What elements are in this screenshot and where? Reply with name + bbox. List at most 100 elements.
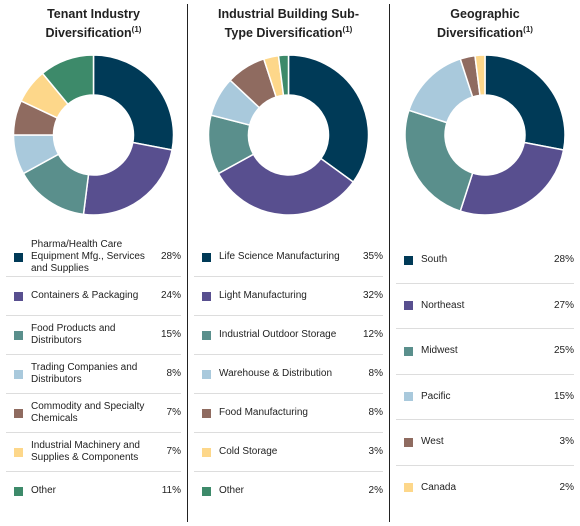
legend-swatch (14, 408, 23, 418)
slice (217, 153, 355, 216)
legend-label: Containers & Packaging (31, 290, 139, 301)
chart: Industrial Building Sub-Type Diversifica… (188, 0, 389, 526)
legend-label: Northeast (421, 299, 465, 311)
donut (207, 54, 370, 216)
legend-row: Canada 2% (396, 466, 574, 511)
slice (484, 54, 566, 151)
value-label: 2% (368, 485, 383, 496)
legend-swatch (404, 483, 413, 493)
legend-label: Other (31, 485, 57, 496)
legend-swatch (202, 408, 211, 418)
chart-title: Industrial Building Sub-Type Diversifica… (209, 7, 369, 41)
legend-swatch (14, 330, 23, 340)
legend-swatch (14, 252, 23, 262)
value-label: 15% (553, 390, 574, 402)
legend-row: West 3% (396, 420, 574, 466)
value-label: 28% (160, 251, 181, 262)
legend-swatch (404, 392, 413, 402)
legend-row: Northeast 27% (396, 284, 574, 329)
footnote-mark: (1) (523, 25, 533, 34)
value-label: 7% (166, 446, 181, 457)
slice (404, 109, 474, 213)
value-label: 7% (166, 407, 181, 418)
legend-row: South 28% (396, 238, 574, 284)
legend-label: Pharma/Health Care Equipment Mfg., Servi… (31, 239, 145, 274)
donut (12, 54, 175, 216)
legend: Pharma/Health Care Equipment Mfg., Servi… (6, 238, 181, 510)
legend-label: Light Manufacturing (219, 290, 307, 301)
legend-swatch (202, 291, 211, 301)
value-label: 8% (368, 368, 383, 379)
separator (389, 4, 390, 522)
slice (287, 54, 370, 184)
value-label: 8% (166, 368, 181, 379)
legend-label: Warehouse & Distribution (219, 368, 333, 379)
title-text: Geographic Diversification (437, 7, 524, 41)
legend-row: Other 11% (6, 472, 181, 510)
legend-swatch (14, 486, 23, 496)
legend-label: Cold Storage (219, 446, 278, 457)
value-label: 11% (161, 485, 181, 496)
legend-row: Cold Storage 3% (194, 433, 383, 472)
value-label: 8% (368, 407, 383, 418)
chart: Tenant Industry Diversification(1) Pharma… (0, 0, 187, 526)
footnote-mark: (1) (131, 25, 142, 34)
separator (187, 4, 188, 522)
value-label: 15% (160, 329, 181, 340)
legend-swatch (14, 447, 23, 457)
legend-swatch (202, 330, 211, 340)
legend-swatch (404, 437, 413, 447)
legend-swatch (202, 486, 211, 496)
chart-title: Tenant Industry Diversification(1) (38, 7, 150, 41)
donut (404, 54, 566, 216)
legend-row: Midwest 25% (396, 329, 574, 375)
legend-row: Pacific 15% (396, 375, 574, 420)
legend-row: Other 2% (194, 472, 383, 510)
slice (41, 54, 95, 106)
legend-label: Food Manufacturing (219, 407, 308, 418)
legend-swatch (404, 346, 413, 356)
value-label: 12% (362, 329, 383, 340)
value-label: 27% (553, 299, 574, 311)
legend-row: Warehouse & Distribution 8% (194, 355, 383, 394)
legend-row: Commodity and Specialty Chemicals 7% (6, 394, 181, 433)
slice (82, 141, 173, 216)
value-label: 3% (559, 436, 574, 448)
title-text: Industrial Building Sub-Type Diversifica… (218, 7, 359, 41)
value-label: 28% (553, 254, 574, 266)
slice (459, 141, 565, 216)
legend-label: Industrial Machinery and Supplies & Comp… (31, 440, 140, 463)
legend-row: Life Science Manufacturing 35% (194, 238, 383, 277)
legend-row: Industrial Outdoor Storage 12% (194, 316, 383, 355)
slice (92, 54, 175, 151)
chart-title: Geographic Diversification(1) (429, 7, 541, 41)
legend: Life Science Manufacturing 35% Light Manuf… (194, 238, 383, 510)
legend-swatch (202, 369, 211, 379)
legend-swatch (14, 291, 23, 301)
legend-row: Trading Companies and Distributors 8% (6, 355, 181, 394)
footnote-mark: (1) (342, 25, 353, 34)
legend-row: Food Manufacturing 8% (194, 394, 383, 433)
legend: South 28% Northeast 27% Midwest 25% Pacific 15%… (396, 238, 574, 510)
legend-row: Light Manufacturing 32% (194, 277, 383, 316)
legend-label: Midwest (421, 345, 458, 357)
legend-label: Industrial Outdoor Storage (219, 329, 337, 340)
legend-label: Canada (421, 481, 457, 493)
legend-swatch (14, 369, 23, 379)
legend-swatch (404, 255, 413, 265)
legend-row: Containers & Packaging 24% (6, 277, 181, 316)
legend-label: Commodity and Specialty Chemicals (31, 401, 145, 424)
chart: Geographic Diversification(1) South 28% Nor… (390, 0, 580, 526)
legend-label: Other (219, 485, 245, 496)
value-label: 35% (362, 251, 383, 262)
value-label: 25% (553, 345, 574, 357)
legend-row: Pharma/Health Care Equipment Mfg., Servi… (6, 238, 181, 277)
slice (474, 54, 486, 97)
legend-swatch (404, 301, 413, 311)
legend-label: West (421, 436, 444, 448)
value-label: 2% (559, 481, 574, 493)
legend-label: Pacific (421, 390, 451, 402)
value-label: 32% (362, 290, 383, 301)
value-label: 3% (368, 446, 383, 457)
